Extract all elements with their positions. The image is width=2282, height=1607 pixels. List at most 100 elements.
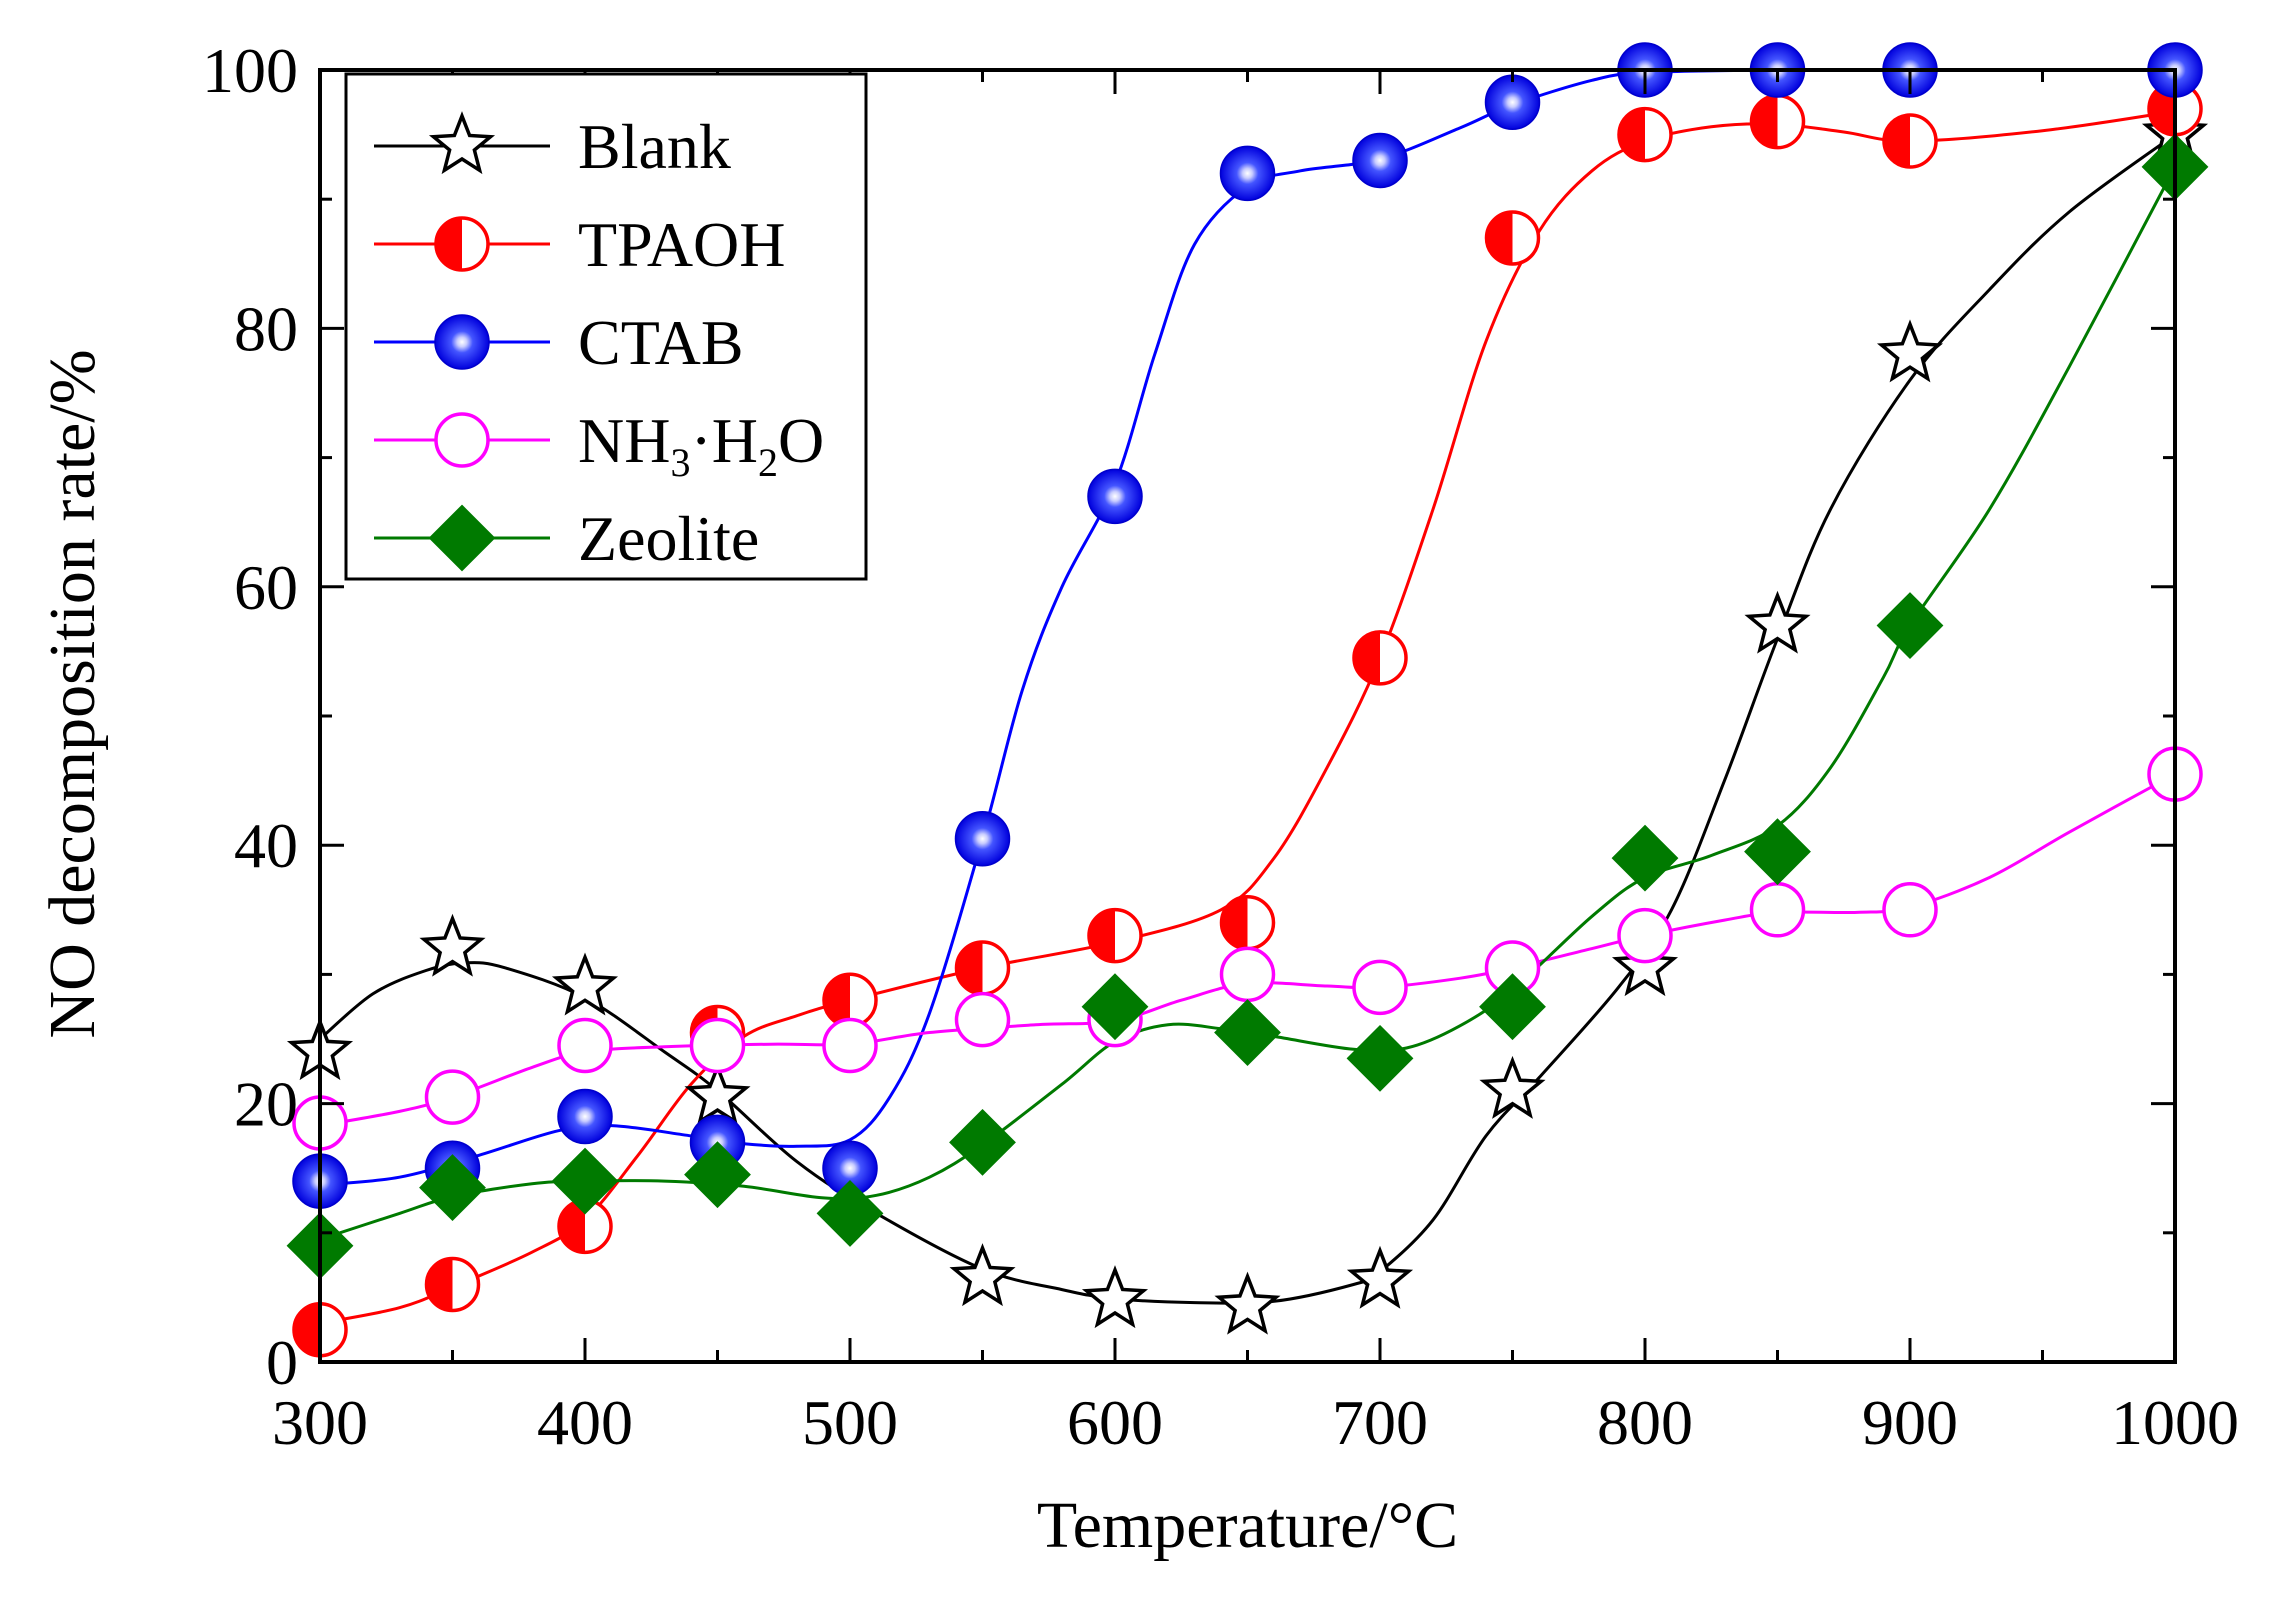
star-marker: [1479, 1055, 1546, 1119]
marker-outline: [1617, 106, 1673, 163]
sphere-marker: [557, 1088, 613, 1145]
legend-label: NH3·H2O: [578, 405, 824, 485]
data-point: [1087, 468, 1143, 525]
data-point: [1352, 132, 1408, 189]
series-layer: [286, 42, 2209, 1358]
data-point: [424, 1256, 481, 1313]
data-point: [1214, 999, 1281, 1066]
data-point: [1484, 74, 1541, 131]
series-points-zeolite: [286, 133, 2209, 1280]
data-point: [428, 111, 496, 175]
data-point: [1352, 630, 1408, 686]
data-point: [1749, 882, 1806, 938]
legend-item-tpaoh: TPAOH: [374, 209, 785, 280]
sphere-marker: [954, 810, 1011, 867]
legend-item-ctab: CTAB: [374, 307, 744, 378]
data-point: [424, 1069, 481, 1125]
data-point: [1749, 93, 1806, 150]
marker-half: [956, 941, 983, 994]
marker-outline: [1484, 210, 1541, 266]
x-tick-label: 1000: [2111, 1387, 2239, 1458]
star-marker: [1346, 1245, 1414, 1309]
legend-label: TPAOH: [578, 209, 785, 280]
data-point: [949, 1108, 1016, 1176]
diamond-marker: [1611, 824, 1679, 892]
open-circle-marker: [1352, 959, 1408, 1016]
star-marker: [1611, 933, 1679, 997]
data-point: [954, 810, 1011, 867]
legend-item-nh3-h2o: NH3·H2O: [374, 405, 824, 485]
data-point: [428, 504, 496, 572]
data-point: [434, 314, 490, 370]
open-circle-marker: [1749, 882, 1806, 938]
diamond-marker: [1876, 592, 1944, 659]
x-tick-label: 400: [537, 1387, 633, 1458]
data-point: [684, 1062, 751, 1126]
x-tick-label: 500: [802, 1387, 898, 1458]
diamond-marker: [419, 1154, 486, 1221]
sphere-marker: [434, 314, 490, 370]
data-point: [1479, 1055, 1546, 1119]
x-tick-label: 700: [1332, 1387, 1428, 1458]
x-axis-label: Temperature/°C: [1037, 1489, 1458, 1562]
marker-outline: [1087, 907, 1143, 964]
y-tick-label: 20: [234, 1069, 298, 1140]
marker-outline: [1882, 113, 1938, 169]
data-point: [1611, 824, 1679, 892]
sphere-marker: [1484, 74, 1541, 131]
marker-outline: [434, 216, 490, 272]
sphere-marker: [1219, 145, 1276, 202]
data-point: [1479, 973, 1546, 1041]
data-point: [434, 216, 490, 272]
data-point: [816, 1180, 884, 1247]
open-circle-marker: [1219, 946, 1276, 1003]
data-point: [557, 1017, 613, 1074]
data-point: [1214, 1271, 1281, 1335]
marker-half: [559, 1200, 585, 1253]
y-axis-label: NO decomposition rate/%: [36, 349, 109, 1038]
open-circle-marker: [424, 1069, 481, 1125]
marker-half: [1354, 631, 1380, 684]
x-tick-label: 600: [1067, 1387, 1163, 1458]
data-point: [1346, 1245, 1414, 1309]
open-circle-marker: [954, 991, 1011, 1048]
data-point: [1081, 973, 1149, 1041]
diamond-marker: [949, 1108, 1016, 1176]
data-point: [822, 1017, 878, 1074]
data-point: [1882, 882, 1938, 938]
data-point: [557, 1088, 613, 1145]
marker-outline: [1352, 630, 1408, 686]
y-tick-label: 60: [234, 552, 298, 623]
data-point: [419, 1154, 486, 1221]
diamond-marker: [1346, 1024, 1414, 1092]
legend-label: CTAB: [578, 307, 744, 378]
data-point: [292, 1301, 348, 1358]
data-point: [1352, 959, 1408, 1016]
data-point: [1882, 113, 1938, 169]
marker-outline: [424, 1256, 481, 1313]
star-marker: [1744, 590, 1811, 654]
data-point: [1617, 106, 1673, 163]
legend-item-zeolite: Zeolite: [374, 503, 759, 574]
series-line-ctab: [319, 68, 2175, 1187]
marker-half: [1486, 211, 1513, 264]
data-point: [419, 913, 486, 977]
data-point: [1219, 894, 1276, 951]
legend: Blank TPAOH CTAB NH3·H2O Zeolite: [344, 72, 868, 581]
diamond-marker: [684, 1141, 751, 1209]
series-zeolite: [319, 166, 2177, 1241]
y-tick-label: 0: [266, 1327, 298, 1398]
data-point: [954, 940, 1011, 996]
marker-half: [1619, 108, 1645, 161]
data-point: [954, 991, 1011, 1048]
data-point: [1876, 319, 1944, 383]
series-line-zeolite: [319, 166, 2177, 1241]
series-ctab: [319, 68, 2175, 1187]
data-point: [822, 972, 878, 1028]
data-point: [1346, 1024, 1414, 1092]
star-marker: [1214, 1271, 1281, 1335]
legend-label: Zeolite: [578, 503, 759, 574]
data-point: [1219, 946, 1276, 1003]
marker-half: [1089, 909, 1115, 962]
data-point: [1744, 818, 1811, 886]
